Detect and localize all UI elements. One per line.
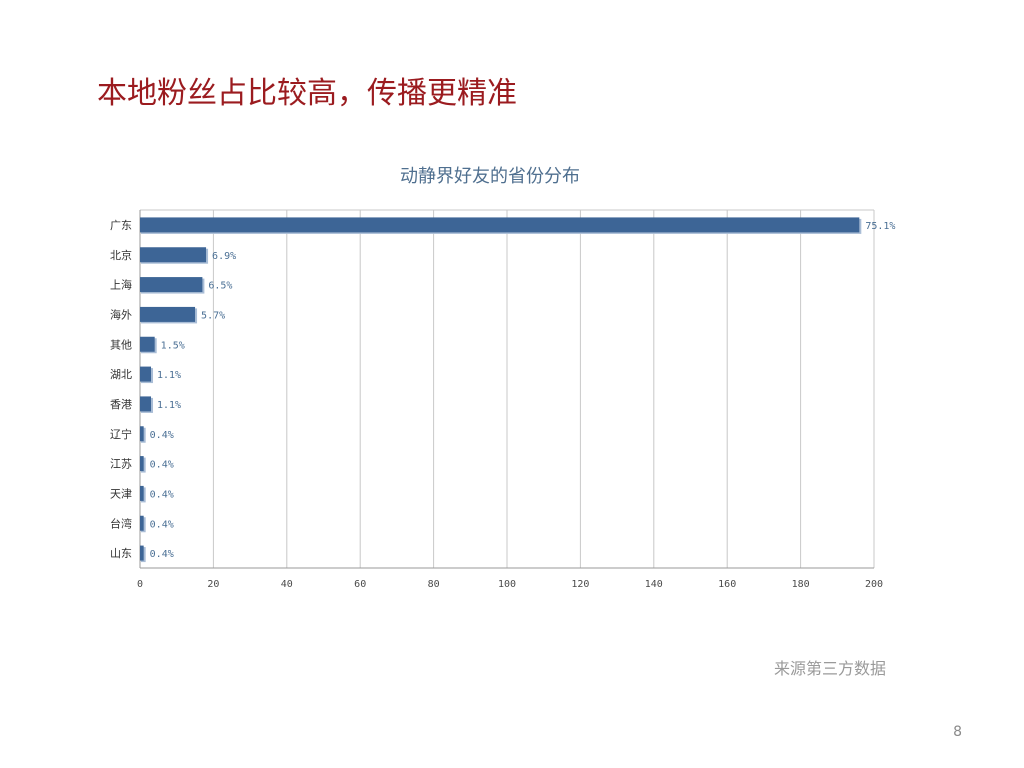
- bar: [140, 247, 207, 263]
- category-label: 广东: [110, 219, 132, 232]
- category-label: 台湾: [110, 516, 132, 530]
- x-tick-label: 100: [498, 579, 516, 590]
- bar: [140, 217, 860, 233]
- bar: [140, 485, 144, 501]
- category-label: 上海: [110, 278, 132, 292]
- data-label: 0.4%: [150, 460, 174, 471]
- category-label: 山东: [110, 547, 132, 560]
- data-label: 6.5%: [208, 281, 232, 292]
- bar: [140, 456, 144, 472]
- category-label: 北京: [110, 248, 132, 262]
- category-label: 湖北: [110, 368, 132, 381]
- data-label: 1.1%: [157, 400, 181, 411]
- x-tick-label: 200: [865, 579, 883, 590]
- data-label: 1.5%: [161, 340, 185, 351]
- category-label: 辽宁: [110, 427, 132, 441]
- bar: [140, 336, 155, 352]
- data-label: 0.4%: [150, 489, 174, 500]
- category-label: 江苏: [110, 458, 132, 471]
- x-tick-label: 0: [137, 579, 143, 590]
- category-label: 海外: [110, 307, 132, 321]
- category-label: 天津: [110, 487, 132, 500]
- x-tick-label: 180: [792, 579, 810, 590]
- bar: [140, 426, 144, 442]
- bar: [140, 515, 144, 531]
- x-tick-label: 60: [354, 579, 366, 590]
- bar: [140, 277, 203, 293]
- category-label: 其他: [110, 338, 132, 351]
- bar: [140, 366, 152, 382]
- bar: [140, 396, 152, 412]
- data-label: 0.4%: [150, 549, 174, 560]
- slide-title: 本地粉丝占比较高，传播更精准: [97, 76, 517, 111]
- data-label: 0.4%: [150, 430, 174, 441]
- category-label: 香港: [110, 398, 132, 411]
- source-note: 来源第三方数据: [773, 659, 886, 678]
- bar: [140, 306, 196, 322]
- data-label: 0.4%: [150, 519, 174, 530]
- chart-title: 动静界好友的省份分布: [400, 166, 580, 187]
- data-label: 5.7%: [201, 310, 225, 321]
- x-tick-label: 140: [645, 579, 663, 590]
- data-label: 6.9%: [212, 251, 236, 262]
- x-tick-label: 40: [281, 579, 293, 590]
- page-number: 8: [953, 724, 962, 740]
- data-label: 1.1%: [157, 370, 181, 381]
- bar: [140, 545, 144, 561]
- x-tick-label: 20: [207, 579, 219, 590]
- x-tick-label: 120: [571, 579, 589, 590]
- x-tick-label: 80: [428, 579, 440, 590]
- data-label: 75.1%: [865, 221, 895, 232]
- x-tick-label: 160: [718, 579, 736, 590]
